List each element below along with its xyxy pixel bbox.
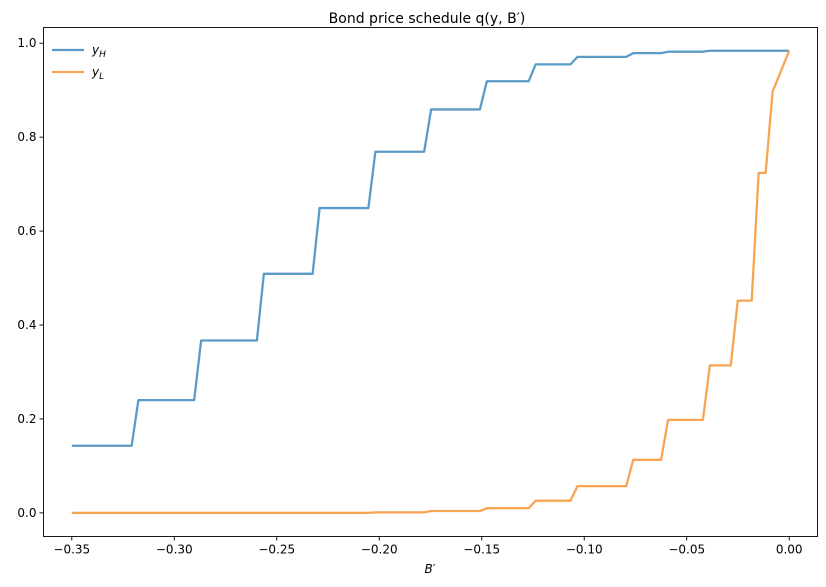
y-axis-ticks: 0.0 0.2 0.4 0.6 0.8 1.0 bbox=[17, 36, 44, 520]
x-tick-label: −0.20 bbox=[361, 543, 398, 557]
x-tick-label: −0.35 bbox=[53, 543, 90, 557]
x-tick-label: −0.05 bbox=[668, 543, 705, 557]
x-tick-label: 0.00 bbox=[776, 543, 803, 557]
y-tick-label: 1.0 bbox=[17, 36, 36, 50]
y-tick-label: 0.6 bbox=[17, 224, 36, 238]
x-tick-label: −0.25 bbox=[258, 543, 295, 557]
y-tick-label: 0.0 bbox=[17, 506, 36, 520]
y-tick-label: 0.4 bbox=[17, 318, 36, 332]
chart-title-text: Bond price schedule q(y, B′) bbox=[329, 11, 526, 27]
x-axis-label: B′ bbox=[425, 562, 436, 576]
plot-frame bbox=[43, 27, 818, 537]
x-axis-ticks: −0.35 −0.30 −0.25 −0.20 −0.15 −0.10 −0.05 0.00 bbox=[53, 536, 803, 557]
x-tick-label: −0.10 bbox=[566, 543, 603, 557]
x-tick-label: −0.15 bbox=[463, 543, 500, 557]
series-line-y-l bbox=[71, 50, 791, 515]
legend-label: yH bbox=[91, 43, 106, 60]
x-tick-label: −0.30 bbox=[156, 543, 193, 557]
y-tick-label: 0.8 bbox=[17, 130, 36, 144]
legend: yH yL bbox=[52, 43, 106, 82]
chart-title: Bond price schedule q(y, B′) bbox=[329, 11, 526, 27]
series-line-y-h bbox=[71, 49, 790, 447]
series-layer bbox=[71, 49, 791, 515]
y-tick-label: 0.2 bbox=[17, 412, 36, 426]
legend-label: yL bbox=[91, 65, 104, 82]
